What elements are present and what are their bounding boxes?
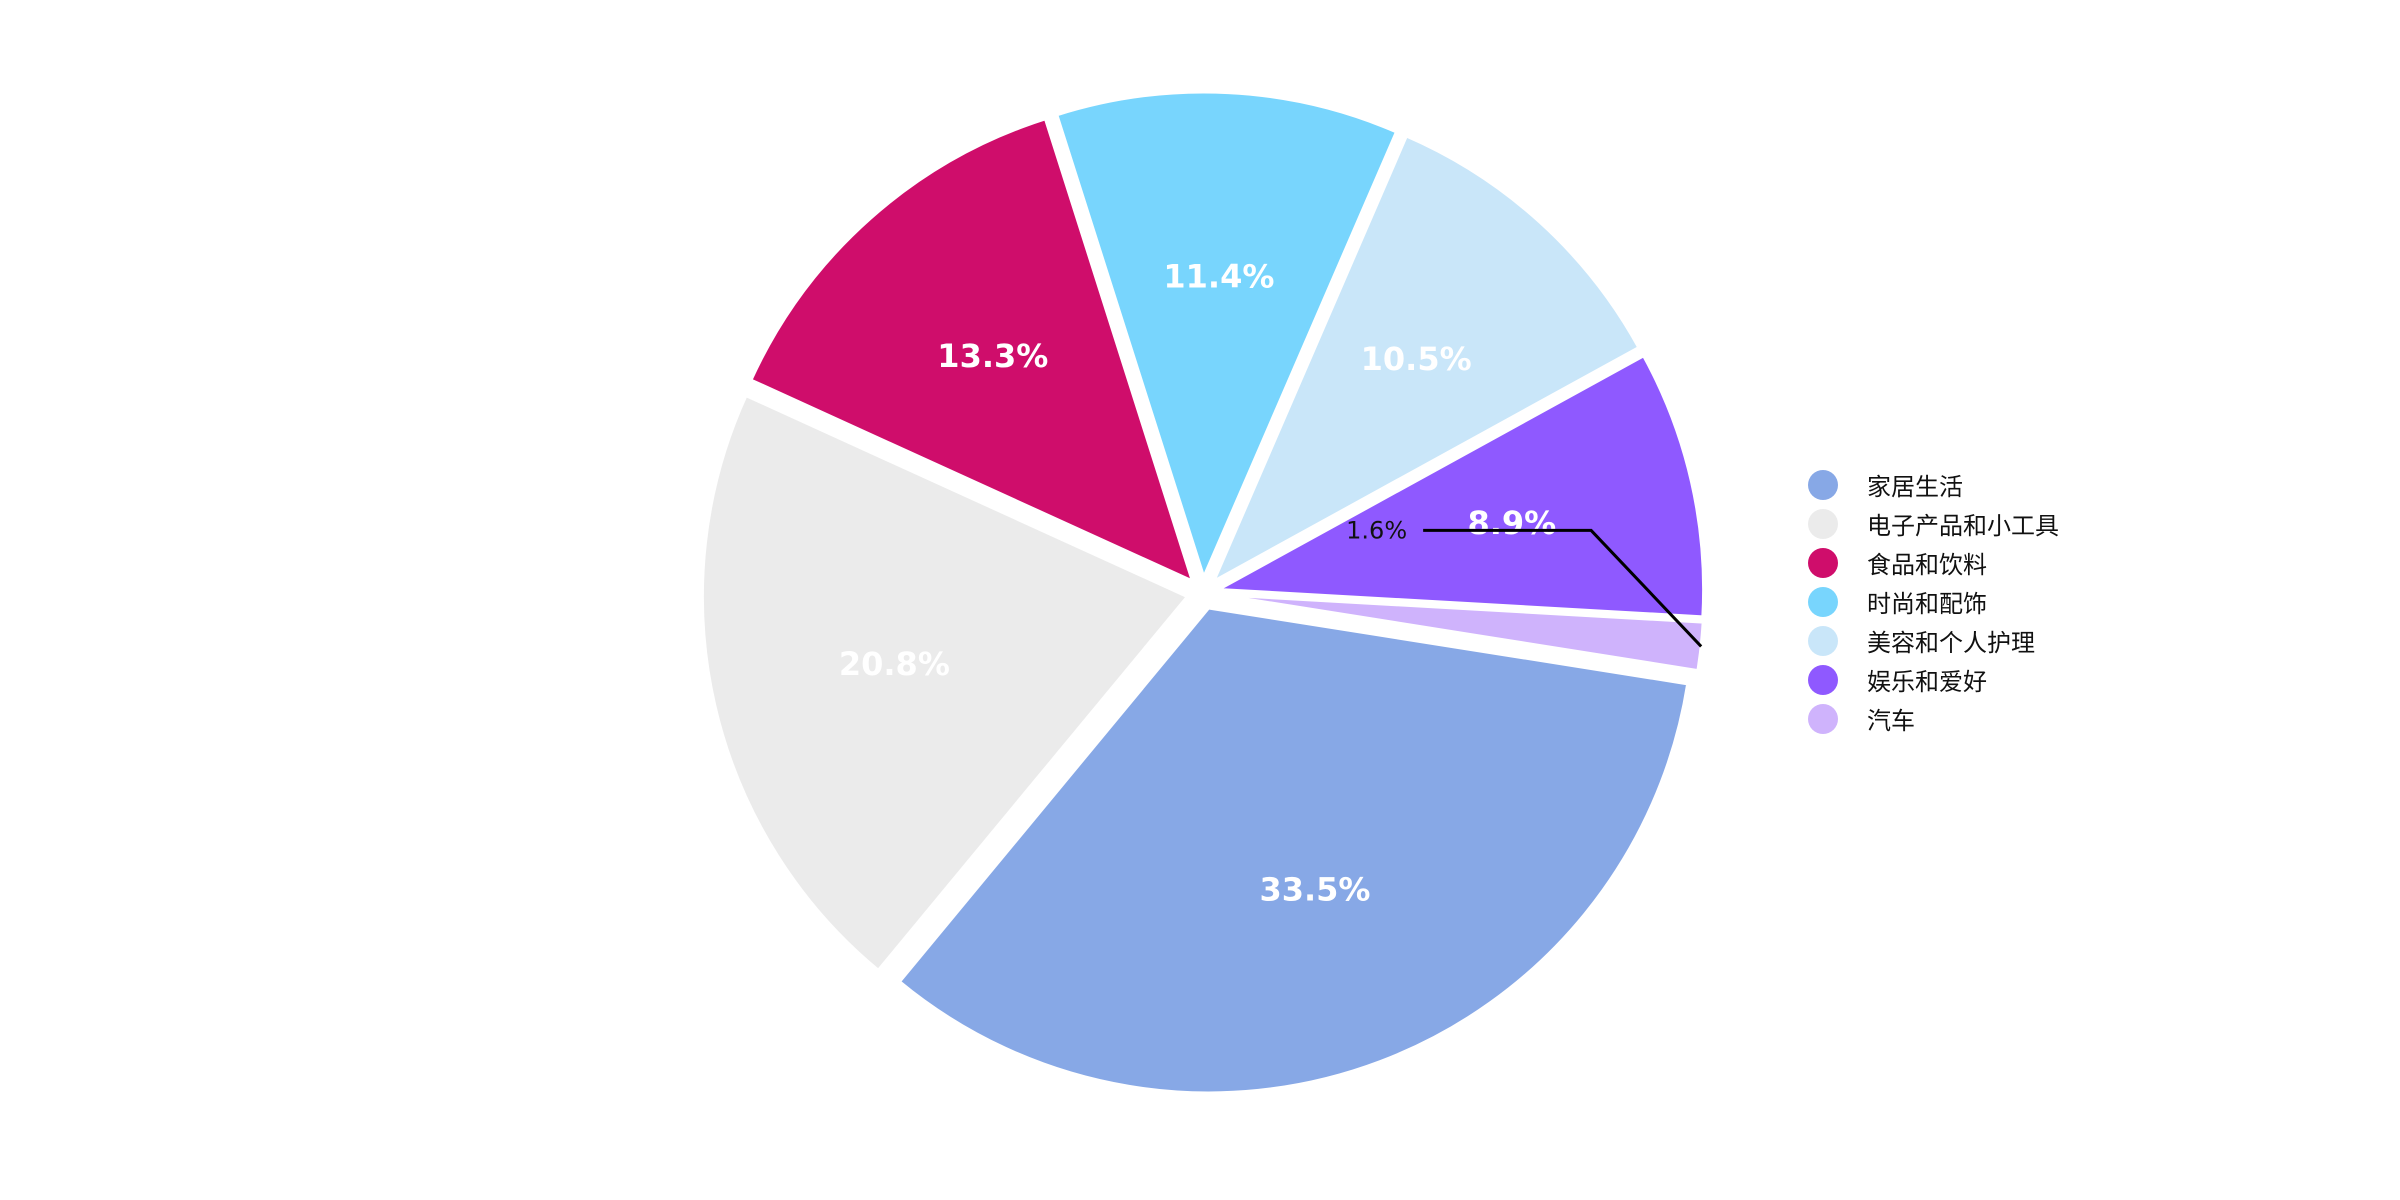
slice-callout-label: 1.6% bbox=[1346, 516, 1407, 544]
legend-label: 电子产品和小工具 bbox=[1867, 512, 2059, 540]
legend-item: 家居生活 bbox=[1808, 465, 2059, 504]
legend-swatch bbox=[1808, 703, 1838, 734]
legend-label: 时尚和配饰 bbox=[1867, 590, 1987, 618]
legend-item: 食品和饮料 bbox=[1808, 543, 2059, 582]
pie-slice bbox=[1054, 90, 1399, 582]
legend-item: 电子产品和小工具 bbox=[1808, 504, 2059, 543]
legend-swatch bbox=[1808, 547, 1838, 578]
legend-label: 娱乐和爱好 bbox=[1867, 668, 1987, 696]
legend-item: 时尚和配饰 bbox=[1808, 582, 2059, 621]
chart-legend: 家居生活电子产品和小工具 食品和饮料时尚和配饰美容和个人护理 娱乐和爱好汽车 bbox=[1808, 465, 2059, 738]
slice-value-label: 20.8% bbox=[839, 645, 950, 683]
slice-value-label: 13.3% bbox=[937, 337, 1048, 375]
pie-slice bbox=[1213, 353, 1706, 619]
slice-value-label: 8.9% bbox=[1467, 504, 1556, 542]
slice-value-label: 11.4% bbox=[1163, 258, 1274, 296]
legend-item: 汽车 bbox=[1808, 699, 2059, 738]
legend-swatch bbox=[1808, 586, 1838, 617]
pie-slice bbox=[700, 393, 1190, 973]
slice-value-label: 10.5% bbox=[1361, 340, 1472, 378]
legend-swatch bbox=[1808, 508, 1838, 539]
callout-leader-line bbox=[1423, 528, 1703, 648]
legend-label: 美容和个人护理 bbox=[1867, 629, 2035, 657]
legend-label: 家居生活 bbox=[1867, 473, 1963, 501]
pie-slice bbox=[1210, 134, 1641, 585]
legend-item: 美容和个人护理 bbox=[1808, 621, 2059, 660]
pie-slice bbox=[748, 116, 1195, 584]
pie-slice bbox=[897, 606, 1690, 1095]
legend-label: 食品和饮料 bbox=[1867, 551, 1987, 579]
legend-label: 汽车 bbox=[1867, 707, 1915, 735]
legend-swatch bbox=[1808, 469, 1838, 500]
legend-swatch bbox=[1808, 625, 1838, 656]
legend-swatch bbox=[1808, 664, 1838, 695]
legend-item: 娱乐和爱好 bbox=[1808, 660, 2059, 699]
slice-value-label: 33.5% bbox=[1259, 870, 1370, 908]
